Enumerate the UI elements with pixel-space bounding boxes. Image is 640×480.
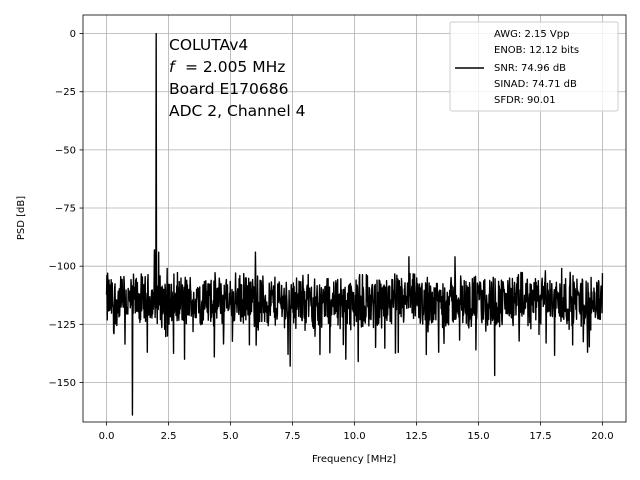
y-tick-label: −125 [49,320,76,331]
annotation-line-title: COLUTAv4 [169,36,248,54]
x-tick-label: 12.5 [405,431,427,442]
legend-line-enob: ENOB: 12.12 bits [494,45,579,56]
x-tick-label: 7.5 [285,431,301,442]
x-tick-label: 0.0 [99,431,115,442]
annotation-line-board: Board E170686 [169,80,288,98]
y-ticks: 0 −25 −50 −75 −100 −125 −150 [49,29,83,389]
annotation-f-symbol: f [169,58,177,76]
y-tick-label: −50 [55,145,76,156]
y-axis-label: PSD [dB] [16,196,27,240]
x-tick-label: 20.0 [591,431,613,442]
annotation-line-channel: ADC 2, Channel 4 [169,102,305,120]
y-tick-label: −100 [49,262,76,273]
x-tick-label: 10.0 [343,431,365,442]
x-tick-label: 5.0 [223,431,239,442]
x-ticks: 0.0 2.5 5.0 7.5 10.0 12.5 15.0 17.5 20.0 [99,422,614,442]
annotation-line-frequency: = 2.005 MHz [185,58,285,76]
psd-series-line [105,32,604,416]
legend-box [449,21,619,112]
legend-line-snr: SNR: 74.96 dB [494,63,566,74]
annotation: COLUTAv4 f = 2.005 MHz Board E170686 ADC… [169,36,305,120]
series-layer [105,32,604,416]
y-tick-label: −75 [55,204,76,215]
legend-line-sfdr: SFDR: 90.01 [494,95,556,106]
legend-line-awg: AWG: 2.15 Vpp [494,29,569,40]
legend: AWG: 2.15 Vpp ENOB: 12.12 bits SNR: 74.9… [449,21,619,112]
y-tick-label: 0 [70,29,76,40]
x-tick-label: 2.5 [161,431,177,442]
x-tick-label: 17.5 [529,431,551,442]
y-tick-label: −25 [55,87,76,98]
legend-line-sinad: SINAD: 74.71 dB [494,79,577,90]
x-tick-label: 15.0 [467,431,489,442]
x-axis-label: Frequency [MHz] [312,454,396,465]
y-tick-label: −150 [49,378,76,389]
